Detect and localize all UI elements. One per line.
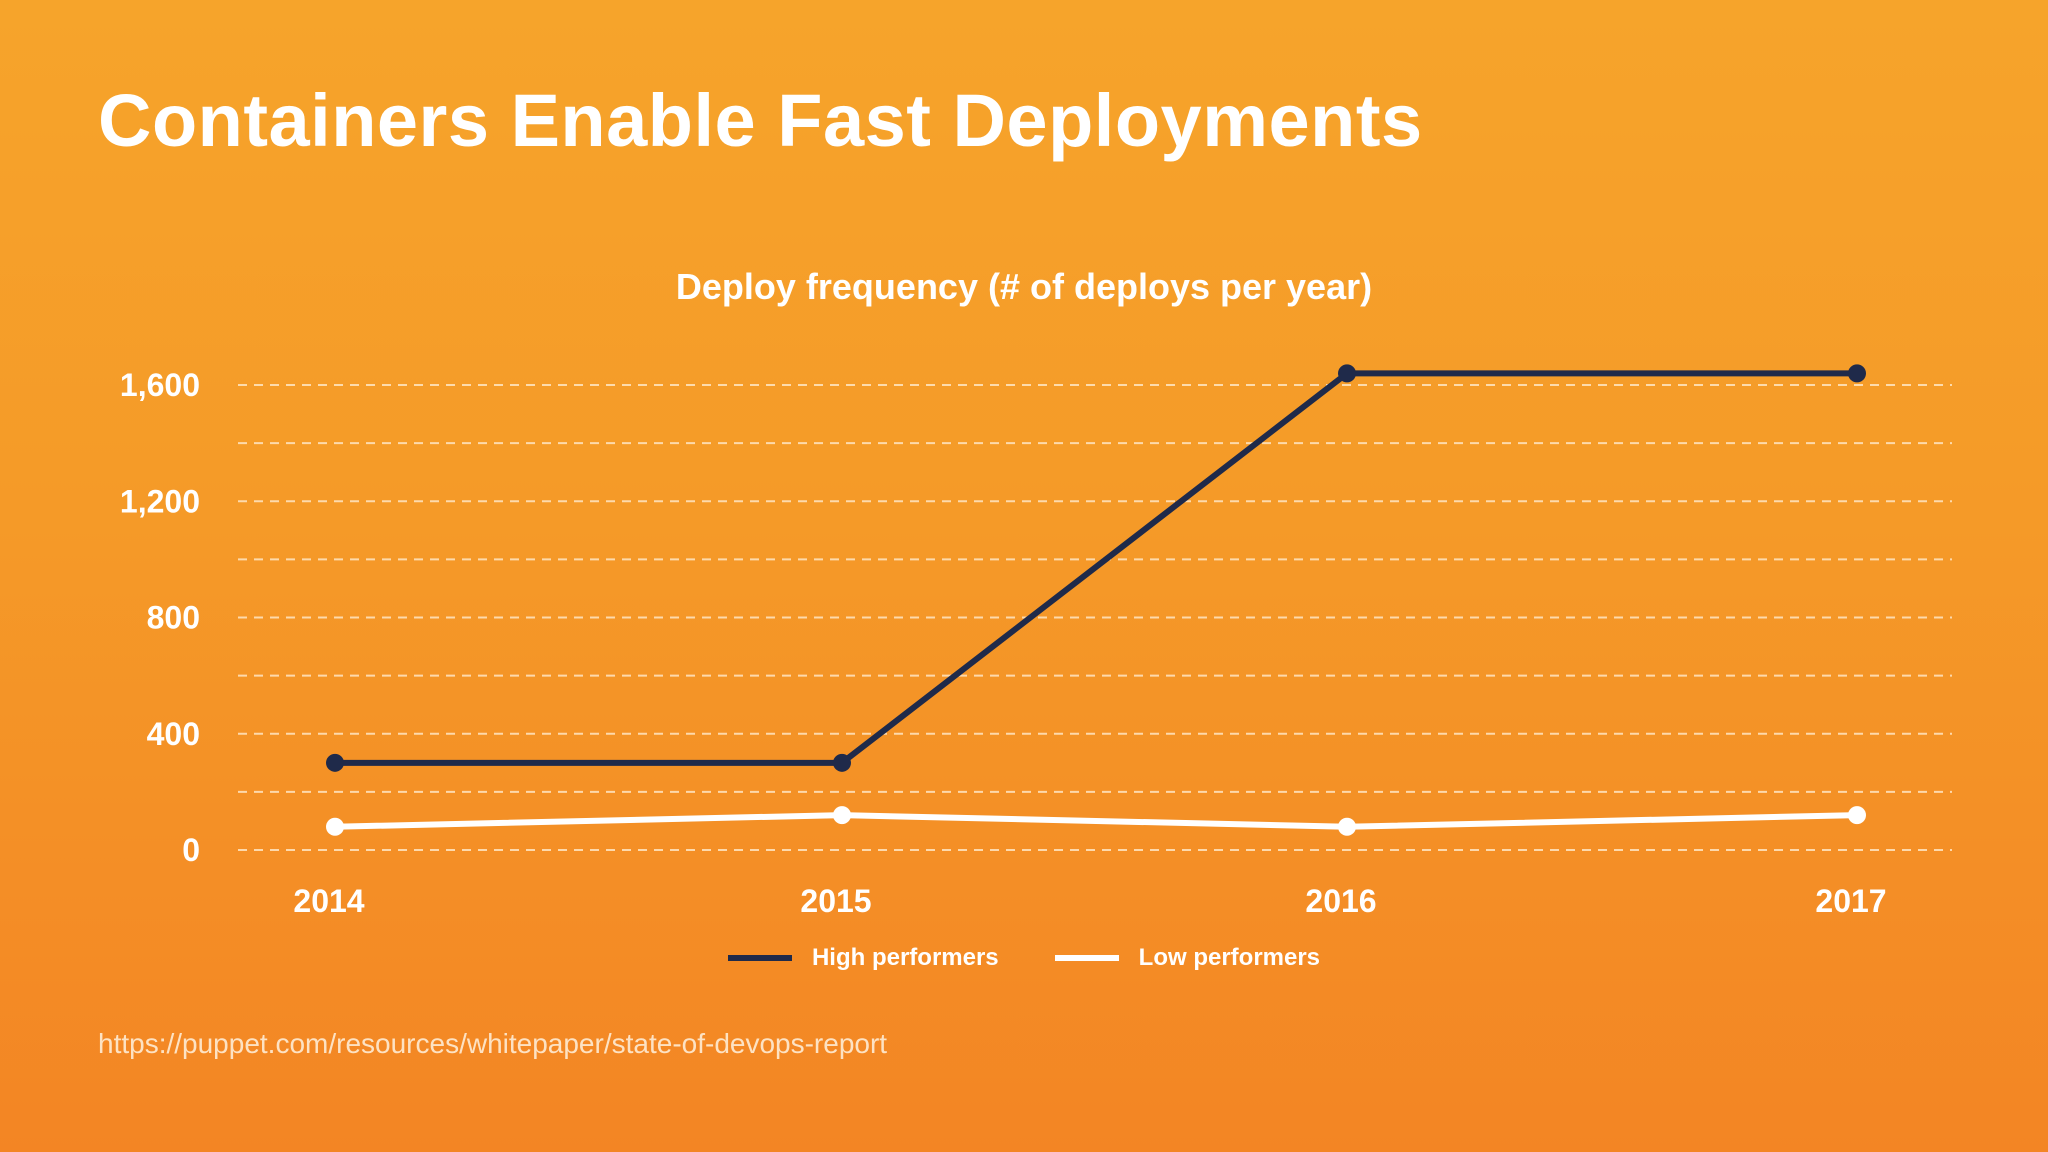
gridlines (238, 384, 1952, 851)
data-point-low-performers (1338, 817, 1356, 836)
y-tick-label: 1,200 (120, 483, 200, 519)
legend-label-low-performers: Low performers (1138, 944, 1321, 971)
data-point-low-performers (326, 817, 344, 836)
series-lines (326, 364, 1866, 836)
legend-swatch-low-performers (1054, 955, 1119, 961)
data-point-low-performers (1848, 806, 1866, 825)
series-line-high-performers (332, 370, 1860, 766)
x-axis-ticks: 2014 2015 2016 2017 (293, 883, 1886, 919)
x-tick-label: 2017 (1815, 883, 1886, 919)
data-point-high-performers (1338, 364, 1356, 383)
x-tick-label: 2016 (1305, 883, 1376, 919)
y-tick-label: 800 (147, 600, 200, 636)
y-tick-label: 400 (147, 716, 200, 752)
legend-swatch-high-performers (727, 955, 792, 961)
x-tick-label: 2015 (800, 883, 871, 919)
data-point-high-performers (833, 753, 851, 772)
x-tick-label: 2014 (293, 883, 364, 919)
y-tick-label: 1,600 (120, 367, 200, 403)
chart-legend: High performers Low performers (0, 944, 2048, 972)
y-tick-label: 0 (182, 832, 200, 868)
y-axis-ticks: 0 400 800 1,200 1,600 (120, 367, 200, 868)
source-link[interactable]: https://puppet.com/resources/whitepaper/… (98, 1028, 888, 1059)
data-point-high-performers (1848, 364, 1866, 383)
slide-title: Containers Enable Fast Deployments (98, 79, 1423, 162)
legend-item-high-performers: High performers (727, 944, 999, 972)
series-line-low-performers (332, 812, 1860, 830)
legend-item-low-performers: Low performers (1054, 944, 1321, 972)
data-point-high-performers (326, 753, 344, 772)
data-point-low-performers (833, 806, 851, 825)
chart-title: Deploy frequency (# of deploys per year) (675, 266, 1373, 307)
legend-label-high-performers: High performers (811, 944, 999, 971)
